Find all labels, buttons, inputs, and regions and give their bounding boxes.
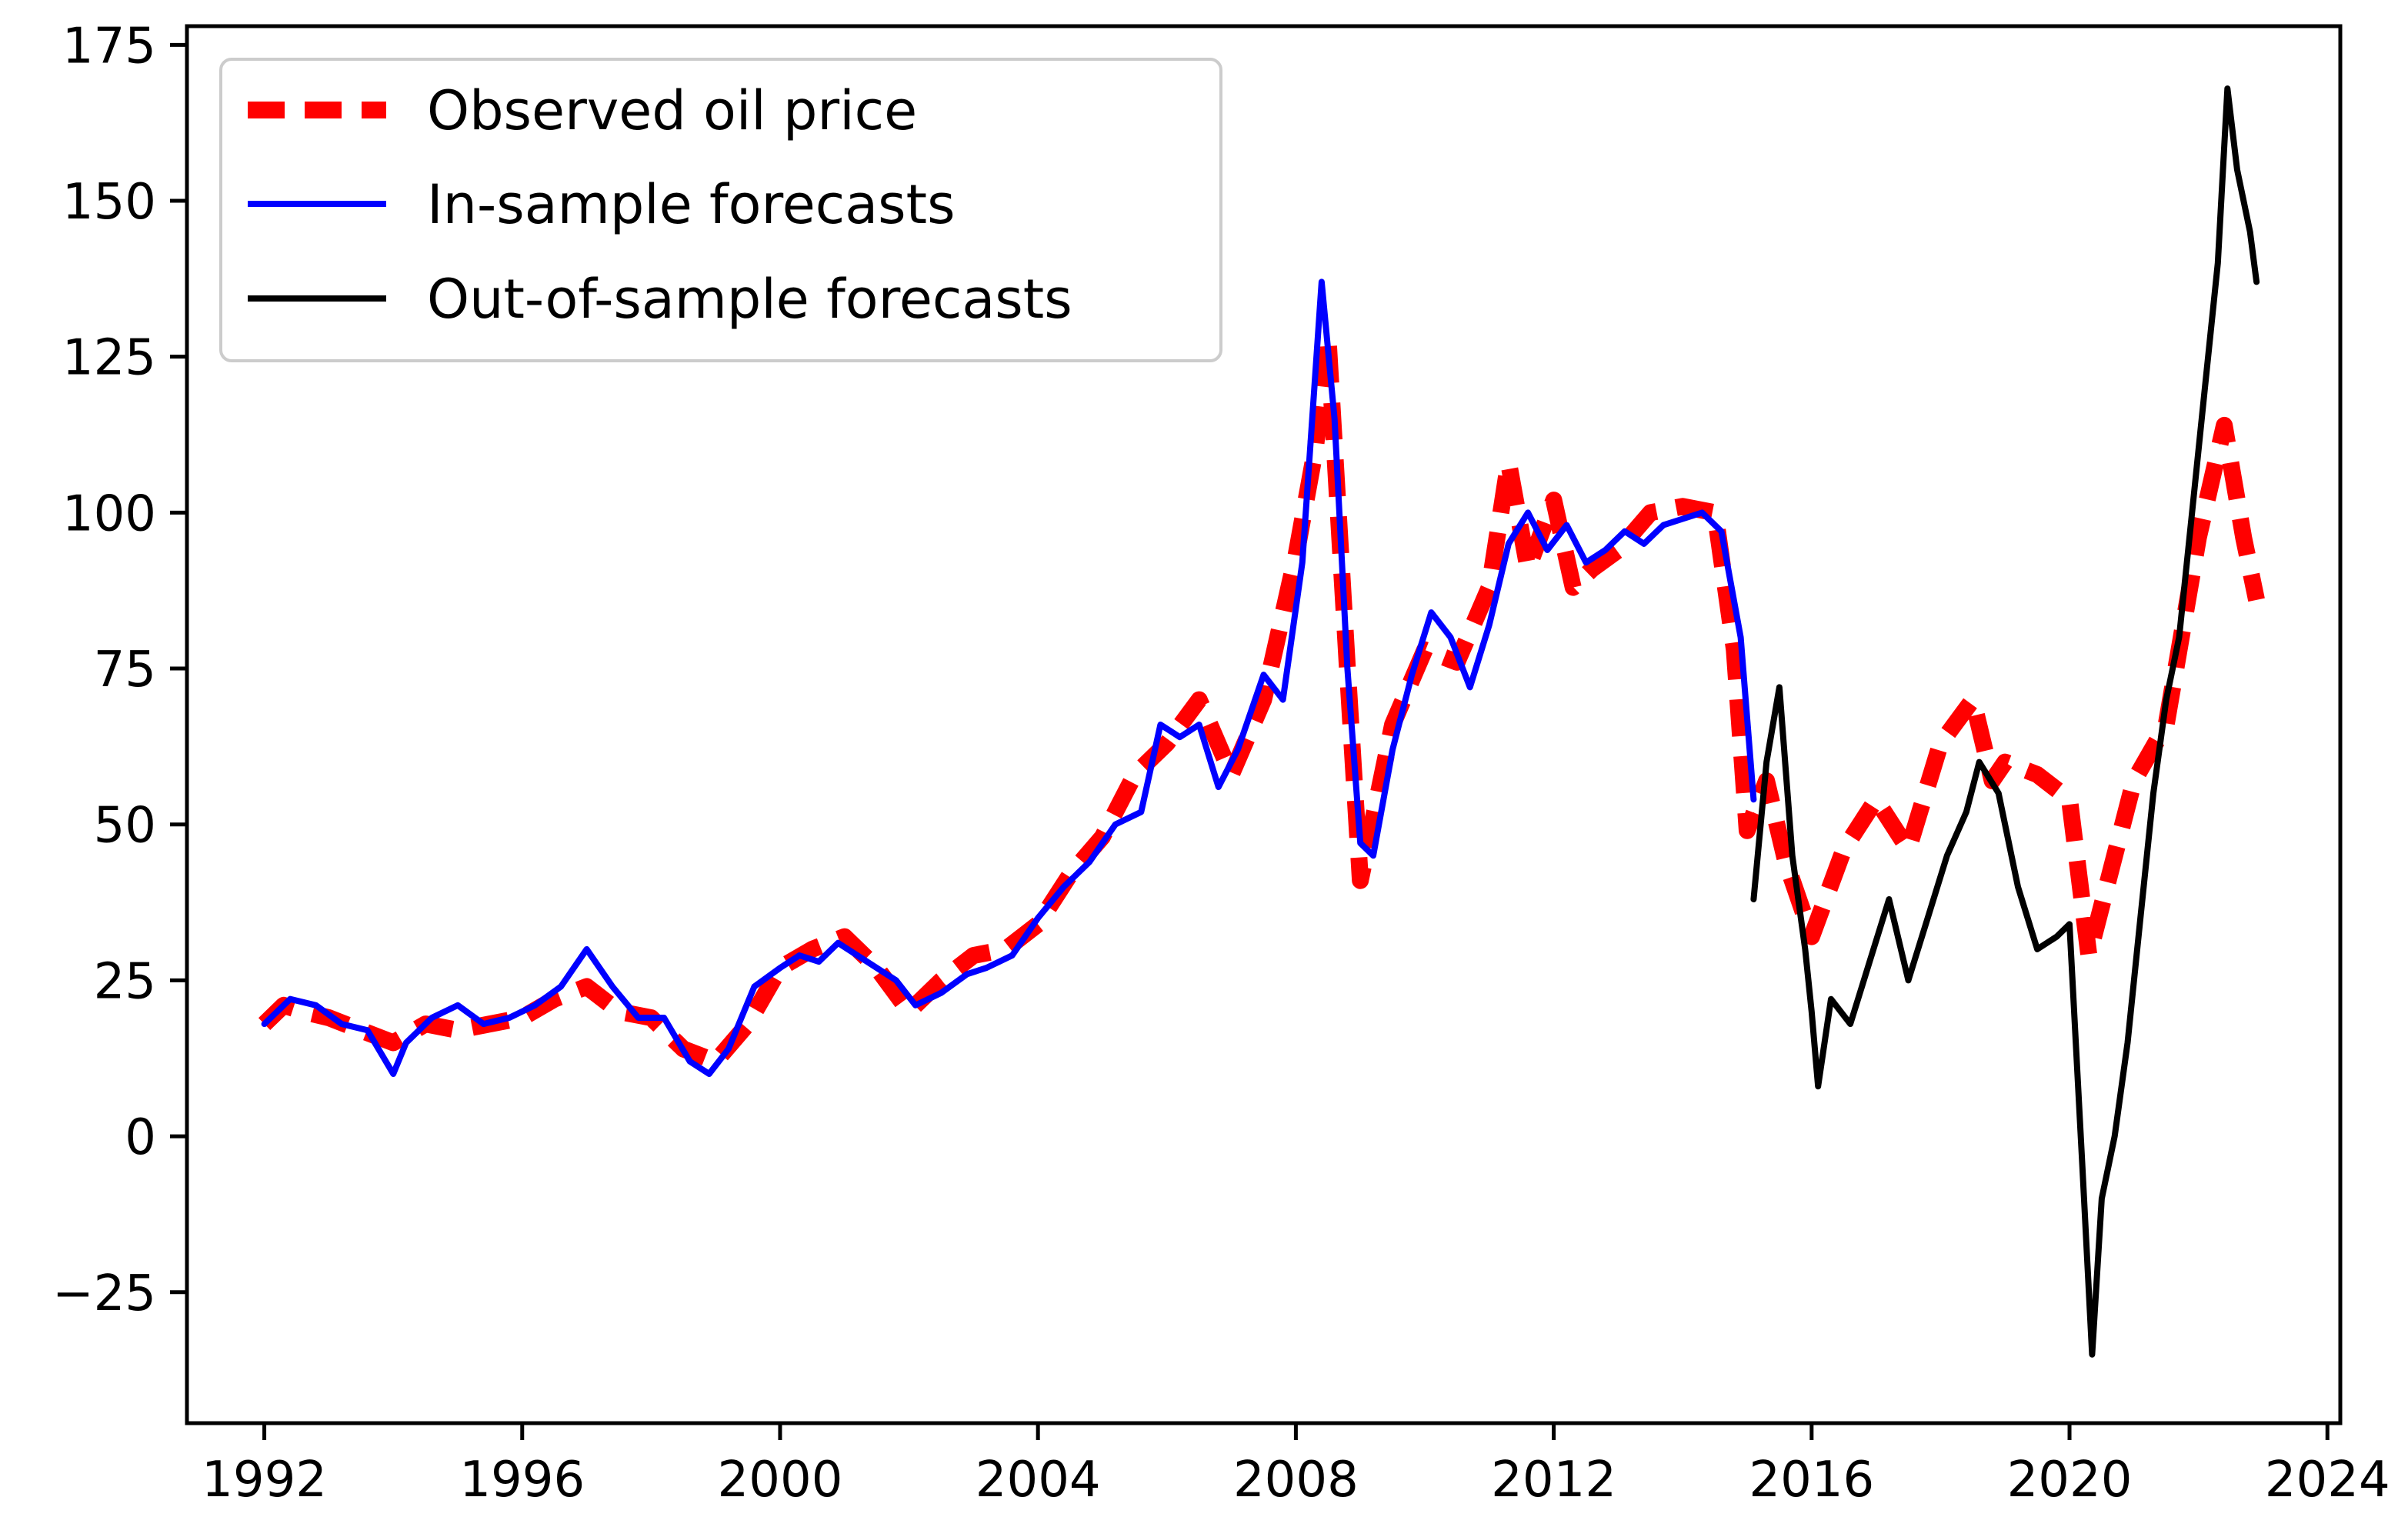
x-tick-label: 2024 (2265, 1452, 2390, 1509)
x-tick-label: 2000 (718, 1452, 843, 1509)
x-tick-label: 2016 (1749, 1452, 1874, 1509)
y-tick-label: 50 (94, 798, 156, 855)
x-tick-label: 1992 (202, 1452, 327, 1509)
x-tick-label: 1996 (459, 1452, 585, 1509)
y-tick-label: 125 (62, 330, 156, 387)
series-line-in-sample-forecasts (261, 278, 1757, 1077)
x-tick-label: 2004 (976, 1452, 1101, 1509)
legend-box (219, 58, 1222, 362)
x-tick-label: 2020 (2007, 1452, 2133, 1509)
legend-label-observed-oil-price: Observed oil price (427, 79, 917, 142)
y-tick-label: 175 (62, 18, 156, 75)
y-tick-label: −25 (52, 1265, 156, 1322)
legend: Observed oil price In-sample forecasts O… (219, 58, 1222, 362)
plot-frame (185, 24, 2343, 1425)
y-tick-label: 150 (62, 174, 156, 231)
y-tick-label: 100 (62, 485, 156, 542)
legend-label-out-of-sample-forecasts: Out-of-sample forecasts (427, 268, 1072, 331)
y-tick-label: 0 (125, 1109, 156, 1166)
y-tick-label: 25 (94, 953, 156, 1010)
x-axis: 1992 1996 2000 2004 2008 2012 2016 2020 2024 (202, 1423, 2390, 1509)
y-axis: −25 0 25 50 75 100 125 150 175 (52, 18, 187, 1322)
x-tick-label: 2008 (1233, 1452, 1359, 1509)
x-tick-label: 2012 (1491, 1452, 1616, 1509)
legend-label-in-sample-forecasts: In-sample forecasts (427, 173, 956, 236)
series-line-out-of-sample-forecasts (1750, 85, 2260, 1358)
y-tick-label: 75 (94, 642, 156, 698)
series-layer (258, 85, 2265, 1358)
